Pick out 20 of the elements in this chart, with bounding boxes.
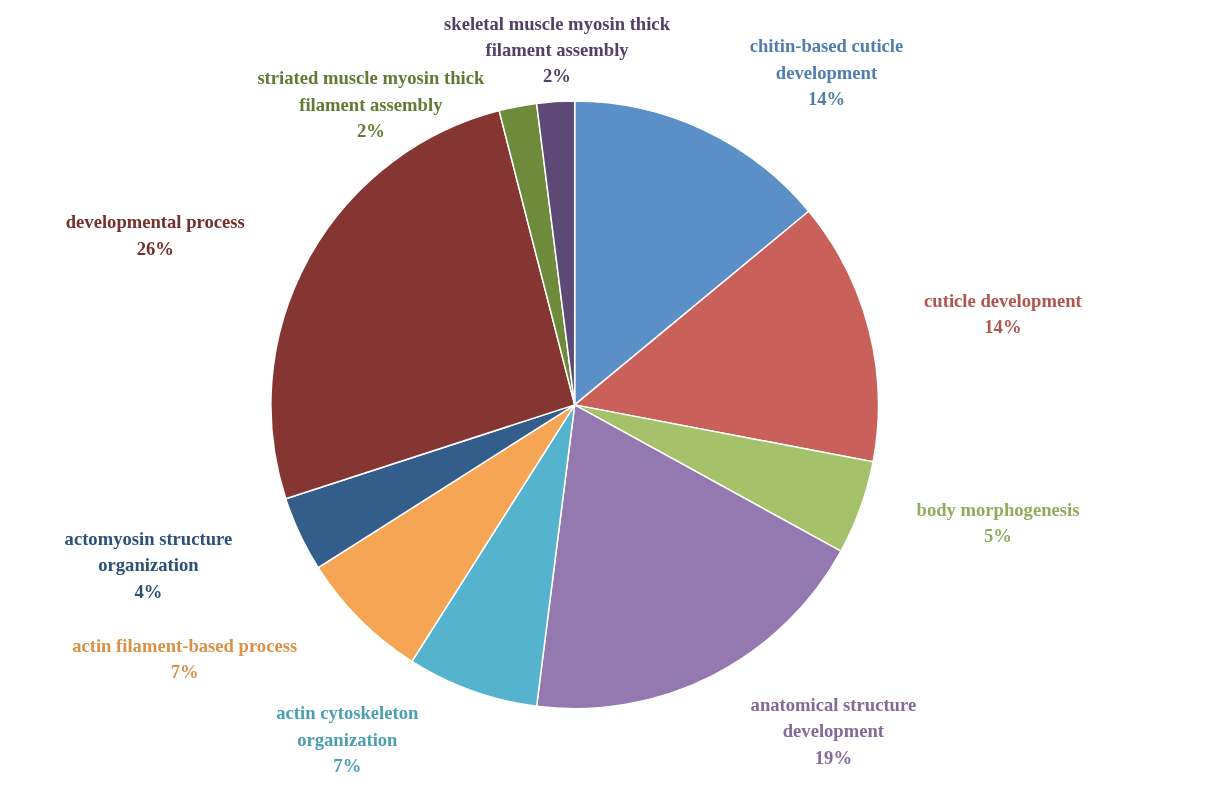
data-label: 7%	[170, 661, 199, 683]
data-label: 14%	[807, 88, 846, 110]
data-label: 2%	[543, 65, 571, 87]
data-label: 4%	[134, 580, 163, 602]
slice-label: striated muscle myosin thick filament assembly	[257, 67, 485, 115]
slice-label: skeletal muscle myosin thick filament assembly	[444, 12, 671, 61]
slice-label: cuticle development	[924, 289, 1083, 311]
slice-label: actin cytoskeleton organization	[276, 702, 420, 750]
data-label: 14%	[984, 316, 1022, 338]
slice-label: actin filament-based process	[72, 634, 298, 656]
slice-label: actomyosin structure organization	[64, 528, 233, 576]
slice-label: chitin-based cuticle development	[749, 35, 904, 83]
data-label: 5%	[984, 525, 1012, 547]
slice-label: anatomical structure development	[750, 693, 917, 742]
data-label: 2%	[356, 120, 385, 142]
slice-label: body morphogenesis	[916, 498, 1080, 520]
data-label: 26%	[136, 237, 174, 259]
data-label: 19%	[814, 746, 852, 768]
slice-label: developmental process	[65, 211, 245, 233]
data-label: 7%	[333, 755, 362, 777]
